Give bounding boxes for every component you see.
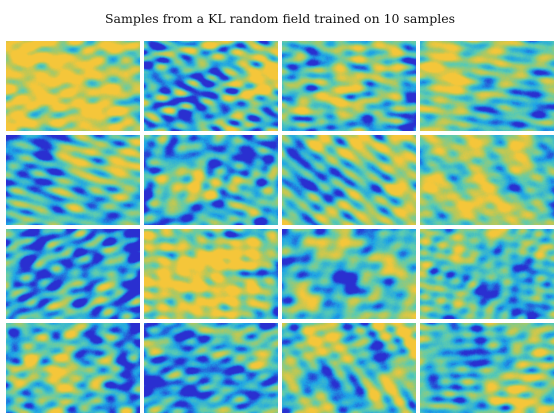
sample-15 — [282, 323, 416, 413]
sample-14 — [144, 323, 278, 413]
sample-9 — [6, 229, 140, 319]
sample-6 — [144, 135, 278, 225]
sample-13 — [6, 323, 140, 413]
sample-10 — [144, 229, 278, 319]
sample-3 — [282, 41, 416, 131]
sample-12 — [420, 229, 554, 319]
sample-11 — [282, 229, 416, 319]
sample-grid — [6, 41, 556, 415]
sample-16 — [420, 323, 554, 413]
sample-2 — [144, 41, 278, 131]
sample-8 — [420, 135, 554, 225]
sample-4 — [420, 41, 554, 131]
figure-title: Samples from a KL random field trained o… — [104, 11, 456, 26]
sample-1 — [6, 41, 140, 131]
sample-5 — [6, 135, 140, 225]
sample-7 — [282, 135, 416, 225]
